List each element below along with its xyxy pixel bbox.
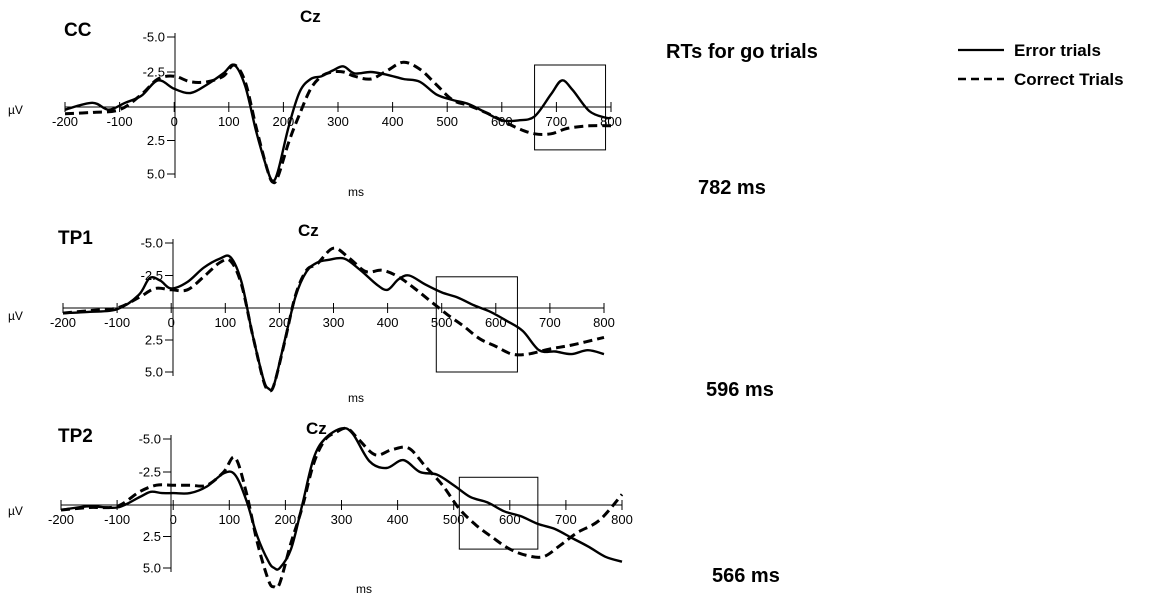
panel-label: TP1 — [58, 228, 93, 249]
x-tick-label: -100 — [104, 512, 130, 527]
channel-label: Cz — [298, 221, 319, 240]
y-tick-label: 5.0 — [143, 561, 161, 576]
series-line-correct-trials — [60, 426, 624, 590]
x-tick-label: 800 — [611, 512, 633, 527]
highlight-box — [458, 476, 539, 550]
x-tick-label: -100 — [107, 114, 133, 129]
panel-label: CC — [64, 20, 92, 41]
traces — [60, 426, 624, 590]
rt-value-tp1: 596 ms — [706, 379, 774, 401]
legend-label-correct: Correct Trials — [1014, 70, 1124, 89]
x-tick-label: 0 — [170, 512, 177, 527]
x-tick-label: 500 — [443, 512, 465, 527]
y-unit-label: µV — [8, 504, 23, 518]
x-tick-label: 400 — [382, 114, 404, 129]
series-line-error-trials — [60, 426, 623, 571]
y-unit-label: µV — [8, 103, 23, 117]
x-tick-label: -100 — [104, 315, 130, 330]
axes: -200 -100 0 100 200 300 400 500 600 700 800-5.0-2.… — [52, 30, 622, 182]
axes: -200 -100 0 100 200 300 400 500 600 700 800-5.0-2.… — [48, 432, 633, 576]
y-tick-label: -5.0 — [143, 30, 165, 45]
channel-label: Cz — [306, 419, 327, 438]
x-tick-label: 0 — [171, 114, 178, 129]
highlight-box — [435, 276, 518, 373]
x-tick-label: 700 — [539, 315, 561, 330]
traces — [62, 246, 605, 393]
erp-panel-tp2: TP2 Cz µV ms -200 -100 0 100 200 300 400 500 600… — [8, 419, 633, 596]
y-tick-label: -5.0 — [141, 236, 163, 251]
x-tick-label: 700 — [555, 512, 577, 527]
legend-label-error: Error trials — [1014, 41, 1101, 60]
channel-label: Cz — [300, 7, 321, 26]
x-tick-label: -200 — [50, 315, 76, 330]
x-tick-label: 100 — [214, 315, 236, 330]
x-unit-label: ms — [356, 582, 372, 596]
x-tick-label: 0 — [168, 315, 175, 330]
x-tick-label: 700 — [546, 114, 568, 129]
y-tick-label: 5.0 — [147, 167, 165, 182]
y-tick-label: 5.0 — [145, 365, 163, 380]
axes: -200 -100 0 100 200 300 400 500 600 700 800-5.0-2.… — [50, 236, 615, 380]
y-tick-label: 2.5 — [147, 133, 165, 148]
y-tick-label: -5.0 — [139, 432, 161, 447]
x-tick-label: 100 — [218, 114, 240, 129]
erp-panel-tp1: TP1 Cz µV ms -200 -100 0 100 200 300 400 500 600… — [8, 221, 615, 405]
x-tick-label: -200 — [52, 114, 78, 129]
x-tick-label: 400 — [387, 512, 409, 527]
x-tick-label: 500 — [431, 315, 453, 330]
panel-label: TP2 — [58, 426, 93, 447]
series-line-correct-trials — [64, 60, 612, 185]
rt-value-tp2: 566 ms — [712, 565, 780, 587]
erp-panel-cc: CC Cz µV ms -200 -100 0 100 200 300 400 500 600 7… — [8, 7, 622, 199]
traces — [64, 60, 612, 185]
x-tick-label: 300 — [323, 315, 345, 330]
x-tick-label: 200 — [269, 315, 291, 330]
x-tick-label: 600 — [485, 315, 507, 330]
legend: Error trials Correct Trials — [958, 41, 1124, 89]
series-line-correct-trials — [62, 246, 605, 393]
x-tick-label: 300 — [327, 114, 349, 129]
x-tick-label: 400 — [377, 315, 399, 330]
y-unit-label: µV — [8, 309, 23, 323]
x-tick-label: 500 — [436, 114, 458, 129]
x-tick-label: 800 — [593, 315, 615, 330]
y-tick-label: 2.5 — [143, 529, 161, 544]
y-tick-label: -2.5 — [139, 465, 161, 480]
x-unit-label: ms — [348, 391, 364, 405]
rt-heading: RTs for go trials — [666, 41, 818, 63]
rt-value-cc: 782 ms — [698, 177, 766, 199]
x-tick-label: 200 — [275, 512, 297, 527]
y-tick-label: -2.5 — [143, 65, 165, 80]
x-tick-label: 100 — [218, 512, 240, 527]
y-tick-label: 2.5 — [145, 333, 163, 348]
x-tick-label: -200 — [48, 512, 74, 527]
x-unit-label: ms — [348, 185, 364, 199]
x-tick-label: 300 — [331, 512, 353, 527]
